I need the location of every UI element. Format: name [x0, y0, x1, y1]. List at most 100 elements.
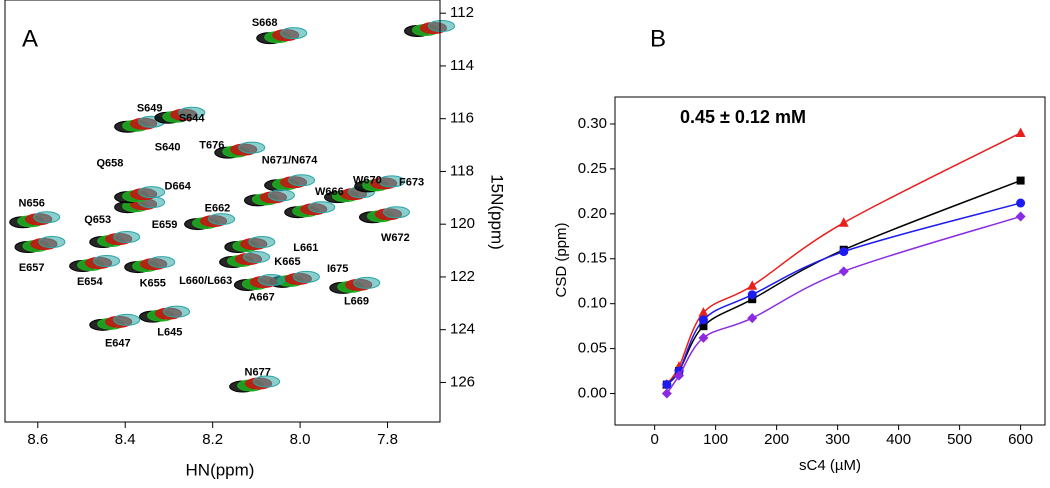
peak-contour [308, 201, 336, 214]
peak-label: T676 [199, 139, 224, 151]
peak-contour [378, 175, 406, 188]
data-point [698, 315, 708, 325]
peak-label: I675 [327, 263, 348, 275]
peak-contour [257, 274, 285, 287]
peak-label: N671/N674 [262, 154, 319, 166]
data-point [838, 266, 849, 277]
data-point [699, 322, 708, 331]
peak-contour [38, 236, 66, 249]
data-point [839, 247, 849, 257]
peak-label: W670 [353, 174, 382, 186]
y-tick-label: 0.10 [578, 295, 607, 312]
data-point [1015, 127, 1026, 137]
peak-contour [113, 231, 141, 244]
peak-contour [93, 255, 121, 268]
peak-contour [138, 186, 166, 199]
peak-label: E657 [19, 262, 45, 274]
data-point [838, 217, 849, 227]
x-tick-label: 400 [886, 431, 911, 448]
peak-contour [248, 236, 276, 249]
peak-label: N677 [245, 366, 271, 378]
peak-label: E659 [152, 219, 178, 231]
y-tick-label: 0.30 [578, 115, 607, 132]
data-point [747, 313, 758, 324]
data-point [1015, 211, 1026, 222]
y-tick-label: 118 [450, 162, 474, 179]
peak-label: N656 [19, 197, 45, 209]
peak-label: W672 [381, 232, 410, 244]
data-point [1016, 198, 1026, 208]
x-tick-label: 600 [1008, 431, 1033, 448]
peak-label: Q653 [84, 214, 111, 226]
peak-label: L661 [293, 242, 318, 254]
peak-contour [288, 174, 316, 187]
x-tick-label: 0 [650, 431, 658, 448]
x-tick-label: 8.4 [115, 431, 136, 448]
x-tick-label: 8.6 [27, 431, 48, 448]
data-point [747, 280, 758, 290]
y-tick-label: 0.00 [578, 385, 607, 402]
y-tick-label: 126 [450, 373, 475, 390]
y-tick-label: 124 [450, 321, 475, 338]
peak-contour [178, 106, 206, 119]
data-point [747, 290, 757, 300]
y-tick-label: 114 [450, 57, 474, 74]
peak-contour [292, 270, 320, 283]
data-point [698, 332, 709, 343]
x-axis-label: HN(ppm) [186, 460, 255, 479]
fit-curve [666, 132, 1021, 386]
y-tick-label: 112 [450, 4, 474, 21]
fit-curve [666, 202, 1021, 386]
y-tick-label: 0.25 [578, 160, 607, 177]
y-axis-label: 15N(ppm) [488, 174, 507, 250]
peak-label: W666 [315, 186, 344, 198]
peak-label: L645 [157, 326, 182, 338]
x-tick-label: 7.8 [377, 431, 398, 448]
y-tick-label: 116 [450, 110, 474, 127]
data-point [698, 307, 709, 317]
fit-curve [666, 179, 1021, 386]
peak-label: S640 [155, 141, 181, 153]
x-tick-label: 100 [703, 431, 728, 448]
x-tick-label: 8.2 [202, 431, 223, 448]
fit-curve [666, 215, 1021, 394]
peak-label: F673 [399, 176, 424, 188]
peak-contour [163, 305, 191, 318]
data-point [661, 388, 672, 399]
peak-label: E647 [105, 338, 131, 350]
data-point [1016, 176, 1025, 185]
x-tick-label: 200 [764, 431, 789, 448]
peak-contour [113, 313, 141, 326]
peak-contour [353, 276, 381, 289]
peak-label: D664 [165, 180, 192, 192]
x-tick-label: 500 [947, 431, 972, 448]
data-point [674, 370, 685, 381]
x-axis-label: sC4 (µM) [799, 457, 861, 474]
peak-label: A667 [248, 292, 274, 304]
y-axis-label: CSD (ppm) [553, 222, 570, 297]
y-tick-label: 120 [450, 215, 475, 232]
plot-frame [614, 96, 1046, 426]
panel-label: B [650, 25, 666, 52]
peak-contour [428, 20, 456, 33]
peak-contour [148, 256, 176, 269]
peak-contour [243, 251, 271, 264]
peak-contour [33, 211, 61, 224]
peak-label: K655 [140, 278, 166, 290]
annotation: 0.45 ± 0.12 mM [680, 107, 806, 127]
panel-label: A [22, 25, 38, 52]
peak-label: L660/L663 [179, 275, 232, 287]
y-tick-label: 0.20 [578, 205, 607, 222]
peak-label: L669 [344, 296, 369, 308]
x-tick-label: 8.0 [290, 431, 311, 448]
peak-contour [267, 189, 295, 202]
peak-contour [280, 27, 308, 40]
peak-label: E654 [77, 276, 104, 288]
y-tick-label: 0.15 [578, 250, 607, 267]
peak-label: E662 [205, 202, 231, 214]
data-point [662, 380, 672, 390]
peak-contour [382, 206, 410, 219]
y-tick-label: 0.05 [578, 340, 607, 357]
peak-label: S644 [179, 113, 206, 125]
